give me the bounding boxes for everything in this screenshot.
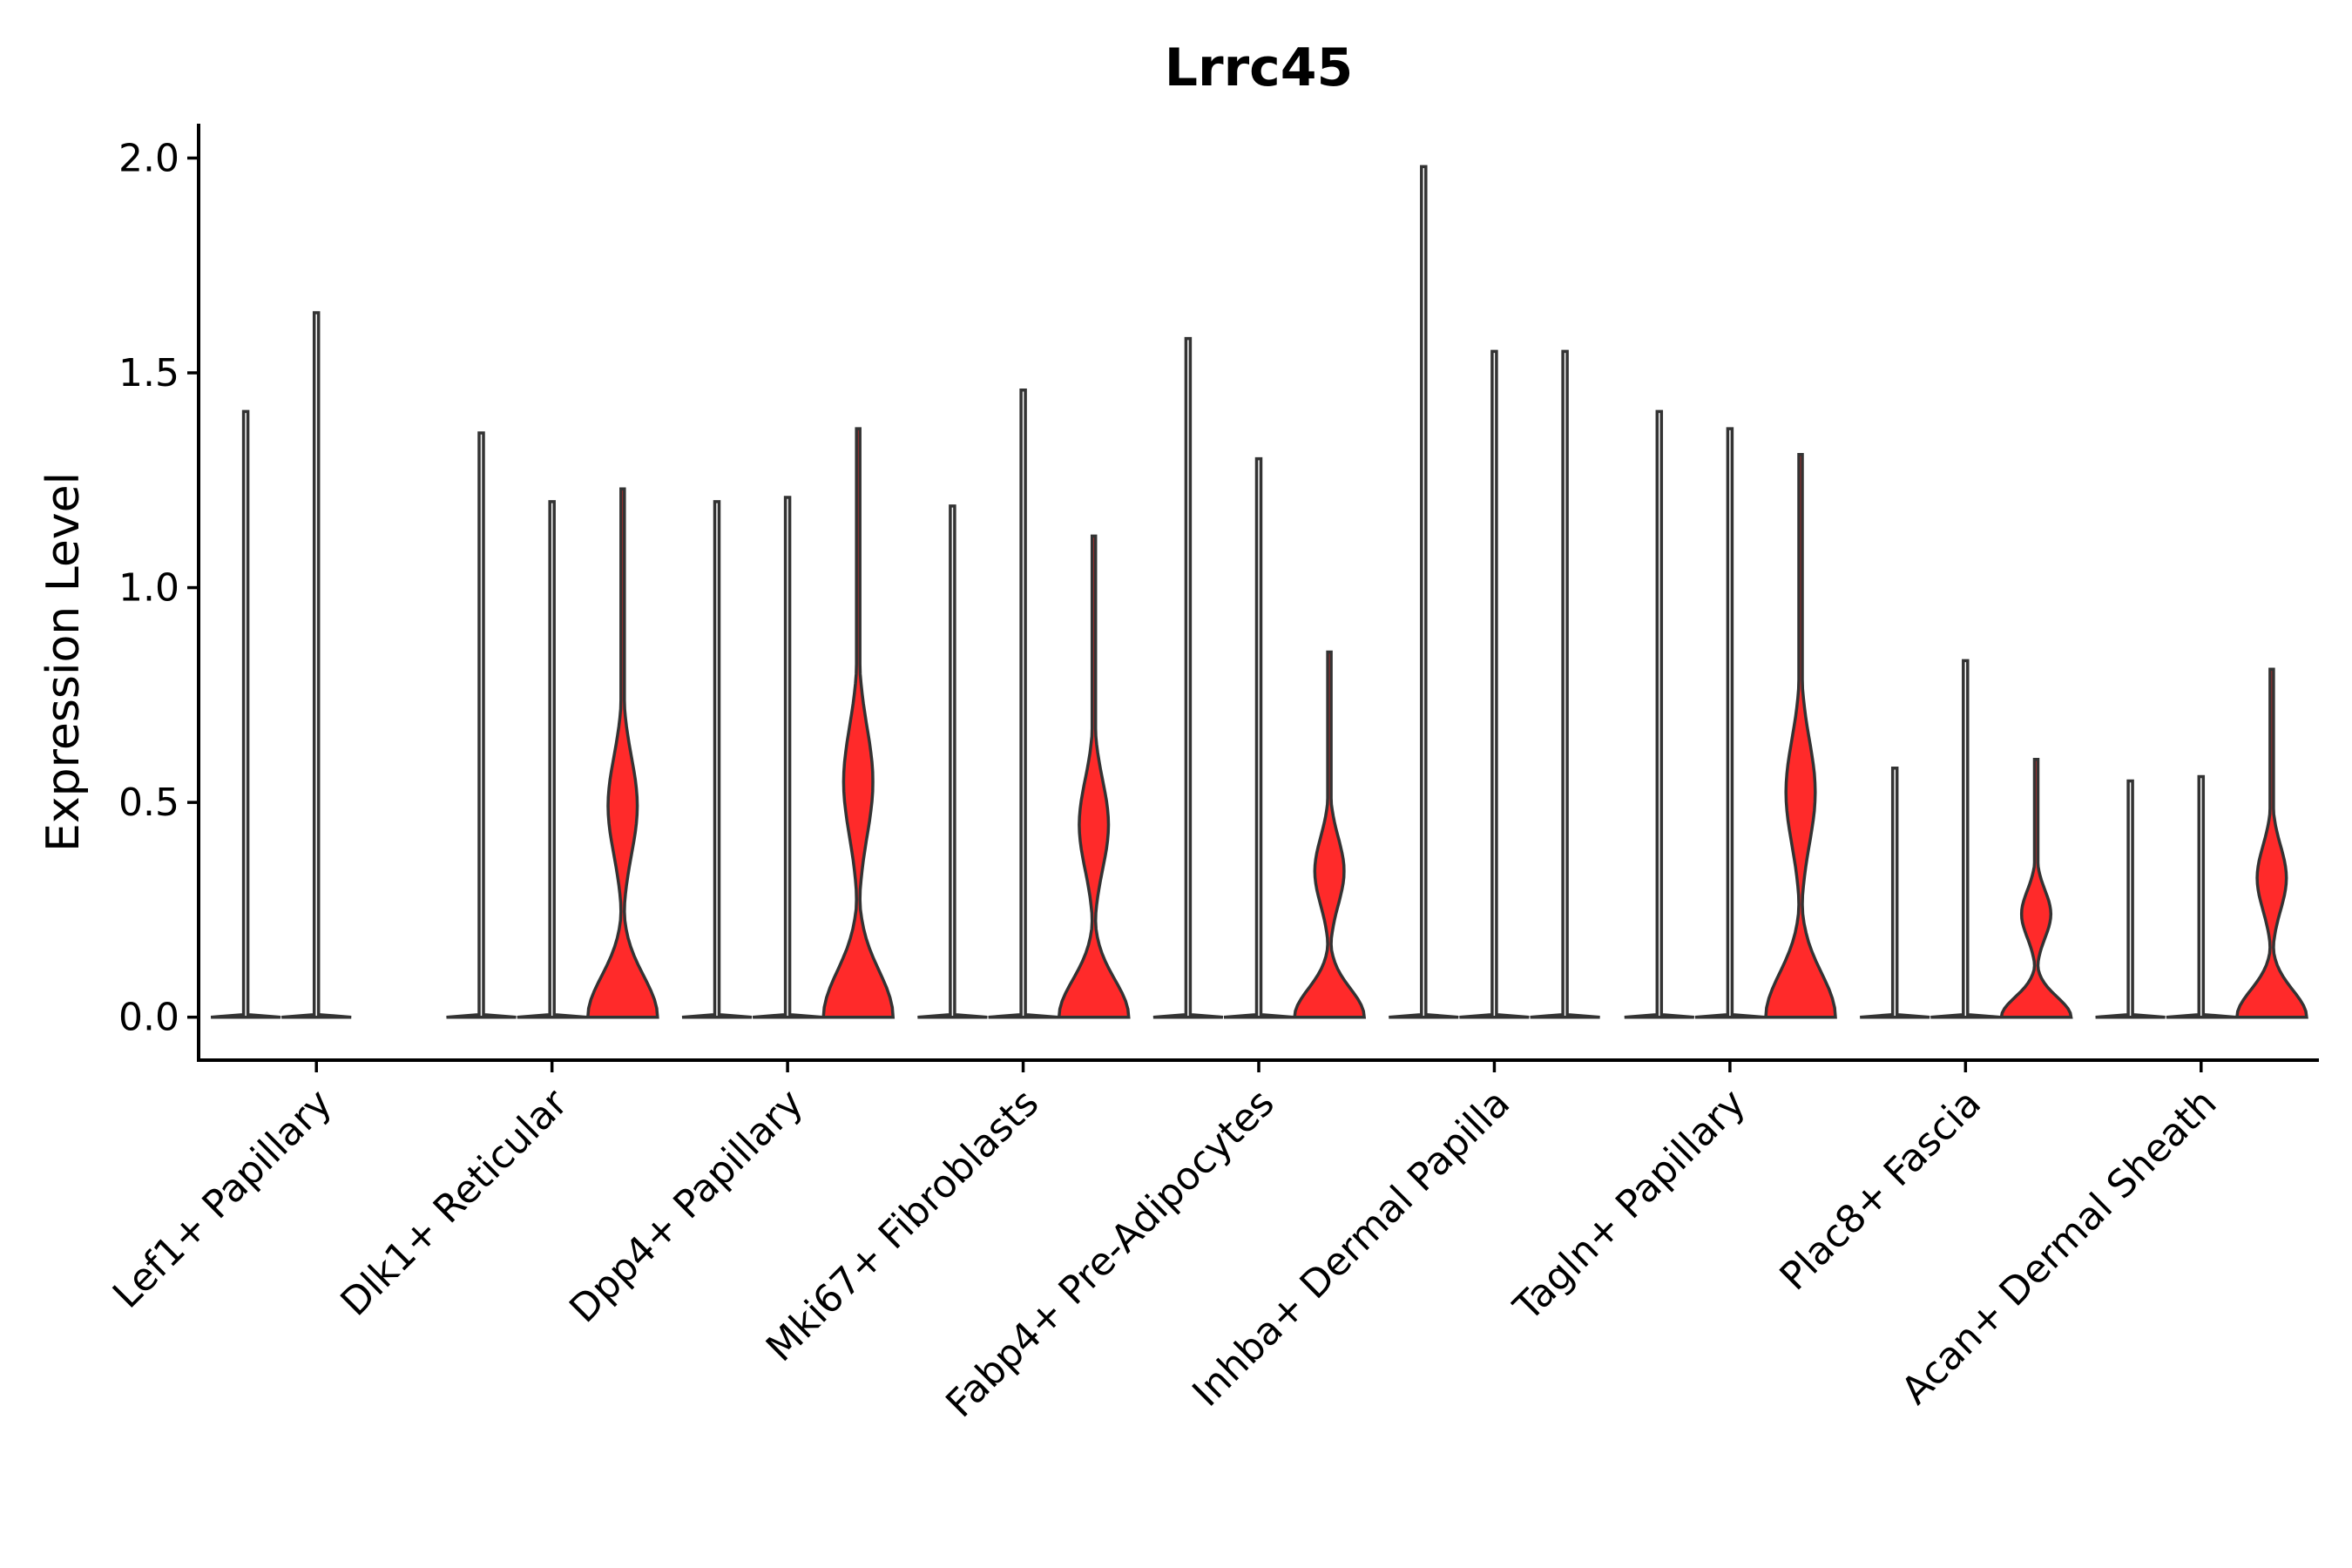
violin-2	[517, 500, 587, 1019]
violin-3	[585, 487, 659, 1019]
violin-1	[446, 431, 517, 1019]
violin-1	[1389, 165, 1459, 1019]
x-category-label: Dlk1+ Reticular	[332, 1080, 577, 1325]
x-category-label: Plac8+ Fascia	[1772, 1081, 1990, 1300]
violin-2	[1694, 427, 1766, 1019]
y-tick-label: 0.0	[118, 996, 179, 1040]
violin-3	[1530, 349, 1600, 1019]
violin-1	[917, 504, 988, 1019]
violin-2	[2166, 774, 2236, 1019]
violin-2	[752, 496, 823, 1019]
violin-2	[281, 311, 352, 1019]
violin-2	[1930, 659, 2001, 1019]
violin-2	[988, 388, 1058, 1019]
violin-2	[1223, 456, 1294, 1019]
x-category-label: Lef1+ Papillary	[105, 1081, 341, 1317]
violin-1	[681, 500, 753, 1019]
violin-2	[1459, 349, 1530, 1019]
y-tick-label: 2.0	[118, 136, 179, 180]
violin-1	[1152, 336, 1224, 1019]
violin-3	[1764, 452, 1837, 1019]
axis-lines	[197, 124, 2319, 1062]
violin-3	[2234, 667, 2308, 1019]
violin-1	[210, 409, 281, 1019]
y-axis-label: Expression Level	[37, 472, 90, 852]
violin-1	[1624, 409, 1694, 1019]
x-category-label: Mki67+ Fibroblasts	[758, 1081, 1047, 1370]
violin-1	[2095, 779, 2166, 1019]
violin-3	[821, 427, 896, 1019]
x-category-label: Dpp4+ Papillary	[561, 1081, 812, 1332]
violin-3	[1293, 650, 1367, 1019]
y-tick-label: 0.5	[118, 781, 179, 825]
x-category-label: Tagln+ Papillary	[1505, 1081, 1754, 1330]
violin-3	[1999, 758, 2073, 1019]
violin-3	[1057, 534, 1131, 1019]
y-tick-label: 1.5	[118, 351, 179, 395]
chart-title: Lrrc45	[1165, 37, 1353, 98]
violin-1	[1860, 766, 1930, 1019]
violin-group	[210, 165, 2308, 1019]
y-axis-ticks: 0.0 0.5 1.0 1.5 2.0	[118, 136, 199, 1040]
y-tick-label: 1.0	[118, 566, 179, 611]
